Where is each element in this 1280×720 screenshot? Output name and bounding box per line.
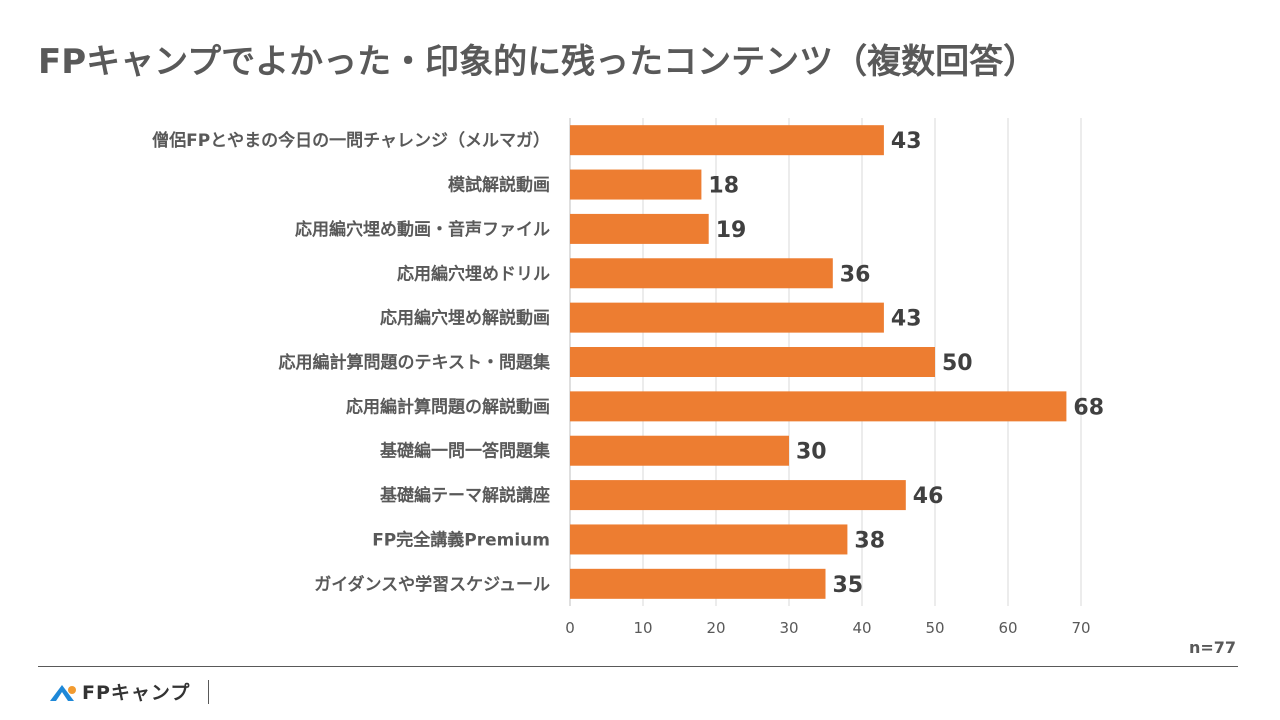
x-tick-label: 20 [706, 619, 725, 637]
x-tick-label: 40 [852, 619, 871, 637]
x-axis-ticks: 0 10 20 30 40 50 60 70 [565, 619, 1090, 637]
chart-title: FPキャンプでよかった・印象的に残ったコンテンツ（複数回答） [38, 42, 1038, 82]
category-label: 応用編計算問題のテキスト・問題集 [279, 352, 551, 373]
bar [570, 524, 848, 555]
footer-divider [38, 666, 1238, 667]
bar [570, 568, 826, 599]
category-label: 応用編穴埋め動画・音声ファイル [295, 219, 550, 240]
category-labels: 僧侶FPとやまの今日の一問チャレンジ（メルマガ） 模試解説動画応用編穴埋め動画・音… [152, 130, 551, 595]
bar [570, 213, 709, 244]
data-label: 43 [891, 307, 922, 332]
data-label: 38 [854, 528, 885, 553]
data-labels: 43 18 19 36 43 50 68 30 46 38 35 [708, 129, 1104, 598]
data-label: 68 [1073, 395, 1104, 420]
category-label: 応用編計算問題の解説動画 [346, 396, 550, 417]
data-label: 46 [913, 484, 944, 509]
data-label: 19 [716, 218, 747, 243]
x-tick-label: 10 [633, 619, 652, 637]
bar [570, 125, 884, 156]
category-label: 応用編穴埋めドリル [397, 263, 550, 284]
logo-separator [208, 679, 210, 704]
data-label: 50 [942, 351, 973, 376]
category-label: ガイダンスや学習スケジュール [314, 574, 550, 595]
x-tick-label: 60 [998, 619, 1017, 637]
data-label: 18 [708, 174, 739, 199]
x-tick-label: 70 [1071, 619, 1090, 637]
x-tick-label: 50 [925, 619, 944, 637]
bar [570, 480, 906, 511]
data-label: 43 [891, 129, 922, 154]
fpcamp-logo: FPキャンプ [48, 678, 210, 705]
bar [570, 302, 884, 333]
bar [570, 169, 702, 200]
data-label: 35 [833, 573, 864, 598]
data-label: 36 [840, 262, 871, 287]
category-label: 模試解説動画 [448, 175, 550, 196]
category-label: 応用編穴埋め解説動画 [380, 308, 550, 329]
bar [570, 435, 789, 466]
x-tick-label: 0 [565, 619, 575, 637]
category-label: FP完全講義Premium [372, 529, 550, 550]
bar [570, 391, 1067, 422]
category-label: 基礎編一問一答問題集 [379, 441, 551, 462]
mountain-logo-icon [50, 684, 76, 701]
data-label: 30 [796, 440, 827, 465]
category-label: 基礎編テーマ解説講座 [379, 485, 550, 506]
sample-size-note: n=77 [1188, 638, 1236, 657]
category-label: 僧侶FPとやまの今日の一問チャレンジ（メルマガ） [152, 130, 550, 151]
bar [570, 258, 833, 289]
bars [570, 125, 1067, 599]
bar [570, 347, 935, 377]
logo-text: FPキャンプ [82, 682, 191, 704]
x-tick-label: 30 [779, 619, 798, 637]
